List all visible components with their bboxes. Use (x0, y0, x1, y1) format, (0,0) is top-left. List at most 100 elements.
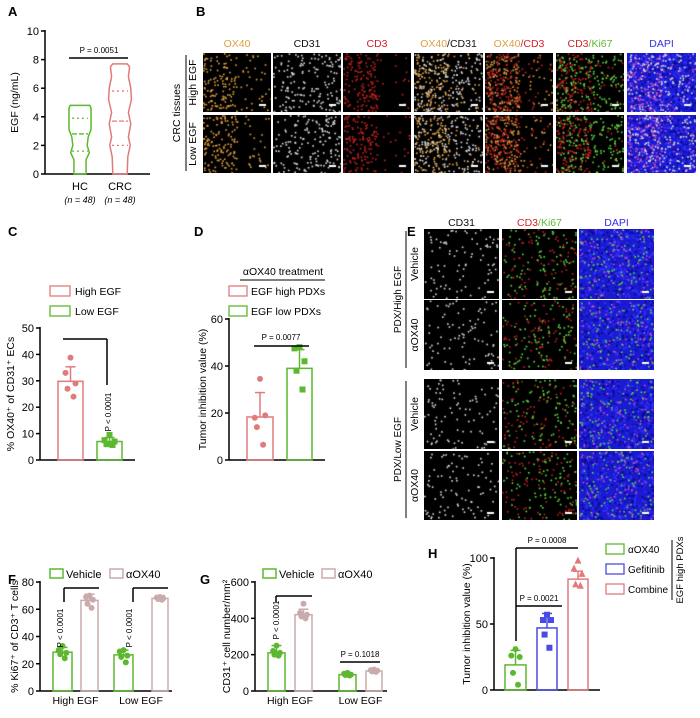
data-point (59, 643, 66, 650)
bar (113, 654, 134, 692)
column-header: OX40 (224, 38, 251, 50)
column-header: CD31 (448, 217, 475, 229)
data-point (372, 668, 379, 675)
micrograph (203, 115, 271, 173)
data-point (512, 646, 519, 653)
micrograph (502, 300, 577, 370)
data-point (578, 569, 586, 577)
legend-label: αOX40 (628, 545, 660, 556)
data-point (89, 596, 96, 603)
column-header: DAPI (649, 38, 674, 50)
micrograph (485, 53, 553, 112)
data-point (62, 369, 69, 376)
p-value-label: P < 0.0001 (56, 608, 65, 647)
y-tick-label: 60 (211, 314, 223, 326)
data-point (574, 556, 582, 564)
micrograph (203, 53, 271, 112)
group-label: PDX/High EGF (393, 266, 404, 333)
legend-label: αOX40 (338, 569, 373, 581)
panel-label-c: C (8, 224, 18, 239)
data-point (63, 649, 70, 656)
data-point (515, 681, 522, 688)
data-point (64, 385, 71, 392)
sample-size-label: (n = 48) (104, 195, 135, 205)
y-tick-label: 10 (27, 26, 39, 38)
group-label: CRC tissues (171, 84, 183, 142)
data-point (546, 644, 553, 651)
data-point (544, 611, 550, 618)
panel-label-g: G (200, 572, 211, 587)
y-tick-label: 50 (476, 619, 488, 631)
data-point (67, 354, 74, 361)
data-point (124, 652, 131, 659)
micrograph (502, 229, 577, 299)
bar (567, 578, 589, 691)
y-tick-label: 50 (22, 323, 34, 335)
micrograph (485, 115, 553, 173)
data-point (296, 344, 303, 351)
violin (107, 63, 133, 175)
y-axis-label: % OX40⁺ of CD31⁺ ECs (5, 337, 17, 451)
panel-label-e: E (407, 224, 416, 239)
data-point (103, 441, 110, 448)
bar (246, 416, 274, 461)
legend-swatch (228, 305, 248, 317)
sample-size-label: (n = 48) (64, 195, 95, 205)
x-tick-label: CRC (108, 181, 132, 193)
violin (68, 104, 92, 175)
y-tick-label: 8 (33, 55, 39, 67)
data-point (302, 615, 309, 622)
data-point (122, 659, 129, 666)
micrograph (424, 379, 499, 449)
row-label: αOX40 (409, 469, 421, 502)
row-label: αOX40 (409, 318, 421, 351)
data-point (540, 617, 546, 624)
y-axis-label: Tumor inhibition value (%) (461, 563, 473, 685)
data-point (293, 367, 300, 374)
bar (267, 652, 286, 692)
bar (57, 380, 84, 461)
y-tick-label: 400 (231, 613, 249, 625)
micrograph (579, 451, 654, 520)
p-value-label: P = 0.0051 (80, 46, 119, 55)
micrograph (273, 53, 341, 112)
data-point (251, 414, 258, 421)
micrograph (579, 229, 654, 299)
micrograph (579, 300, 654, 370)
column-header: CD3/Ki67 (568, 38, 613, 50)
data-point (253, 424, 260, 431)
y-tick-label: 0 (482, 685, 488, 697)
legend-swatch (605, 543, 625, 555)
legend-swatch (49, 305, 71, 317)
y-tick-label: 0 (33, 169, 39, 181)
x-tick-label: HC (72, 181, 88, 193)
y-tick-label: 0 (217, 455, 223, 467)
p-value-label: P < 0.0001 (272, 600, 281, 639)
data-point (572, 580, 580, 588)
row-label: Vehicle (409, 247, 421, 281)
row-label: Low EGF (187, 122, 199, 166)
y-tick-label: 80 (22, 577, 34, 589)
legend-swatch (321, 568, 336, 579)
y-tick-label: 40 (22, 632, 34, 644)
x-tick-label: Low EGF (119, 695, 163, 707)
x-tick-label: High EGF (52, 695, 98, 707)
micrograph (556, 115, 624, 173)
data-point (109, 441, 116, 448)
y-tick-label: 40 (211, 361, 223, 373)
group-label: PDX/Low EGF (393, 417, 404, 482)
data-point (116, 648, 123, 655)
data-point (83, 593, 90, 600)
data-point (570, 564, 578, 572)
legend-label: αOX40 (126, 569, 161, 581)
legend-label: Vehicle (279, 569, 314, 581)
micrograph (502, 451, 577, 520)
legend-swatch (49, 285, 71, 297)
p-value-label: P = 0.0008 (528, 536, 567, 545)
data-point (111, 438, 118, 445)
micrograph (424, 229, 499, 299)
column-header: CD31 (294, 38, 321, 50)
row-label: High EGF (187, 59, 199, 105)
data-point (299, 386, 306, 393)
data-point (541, 631, 548, 638)
